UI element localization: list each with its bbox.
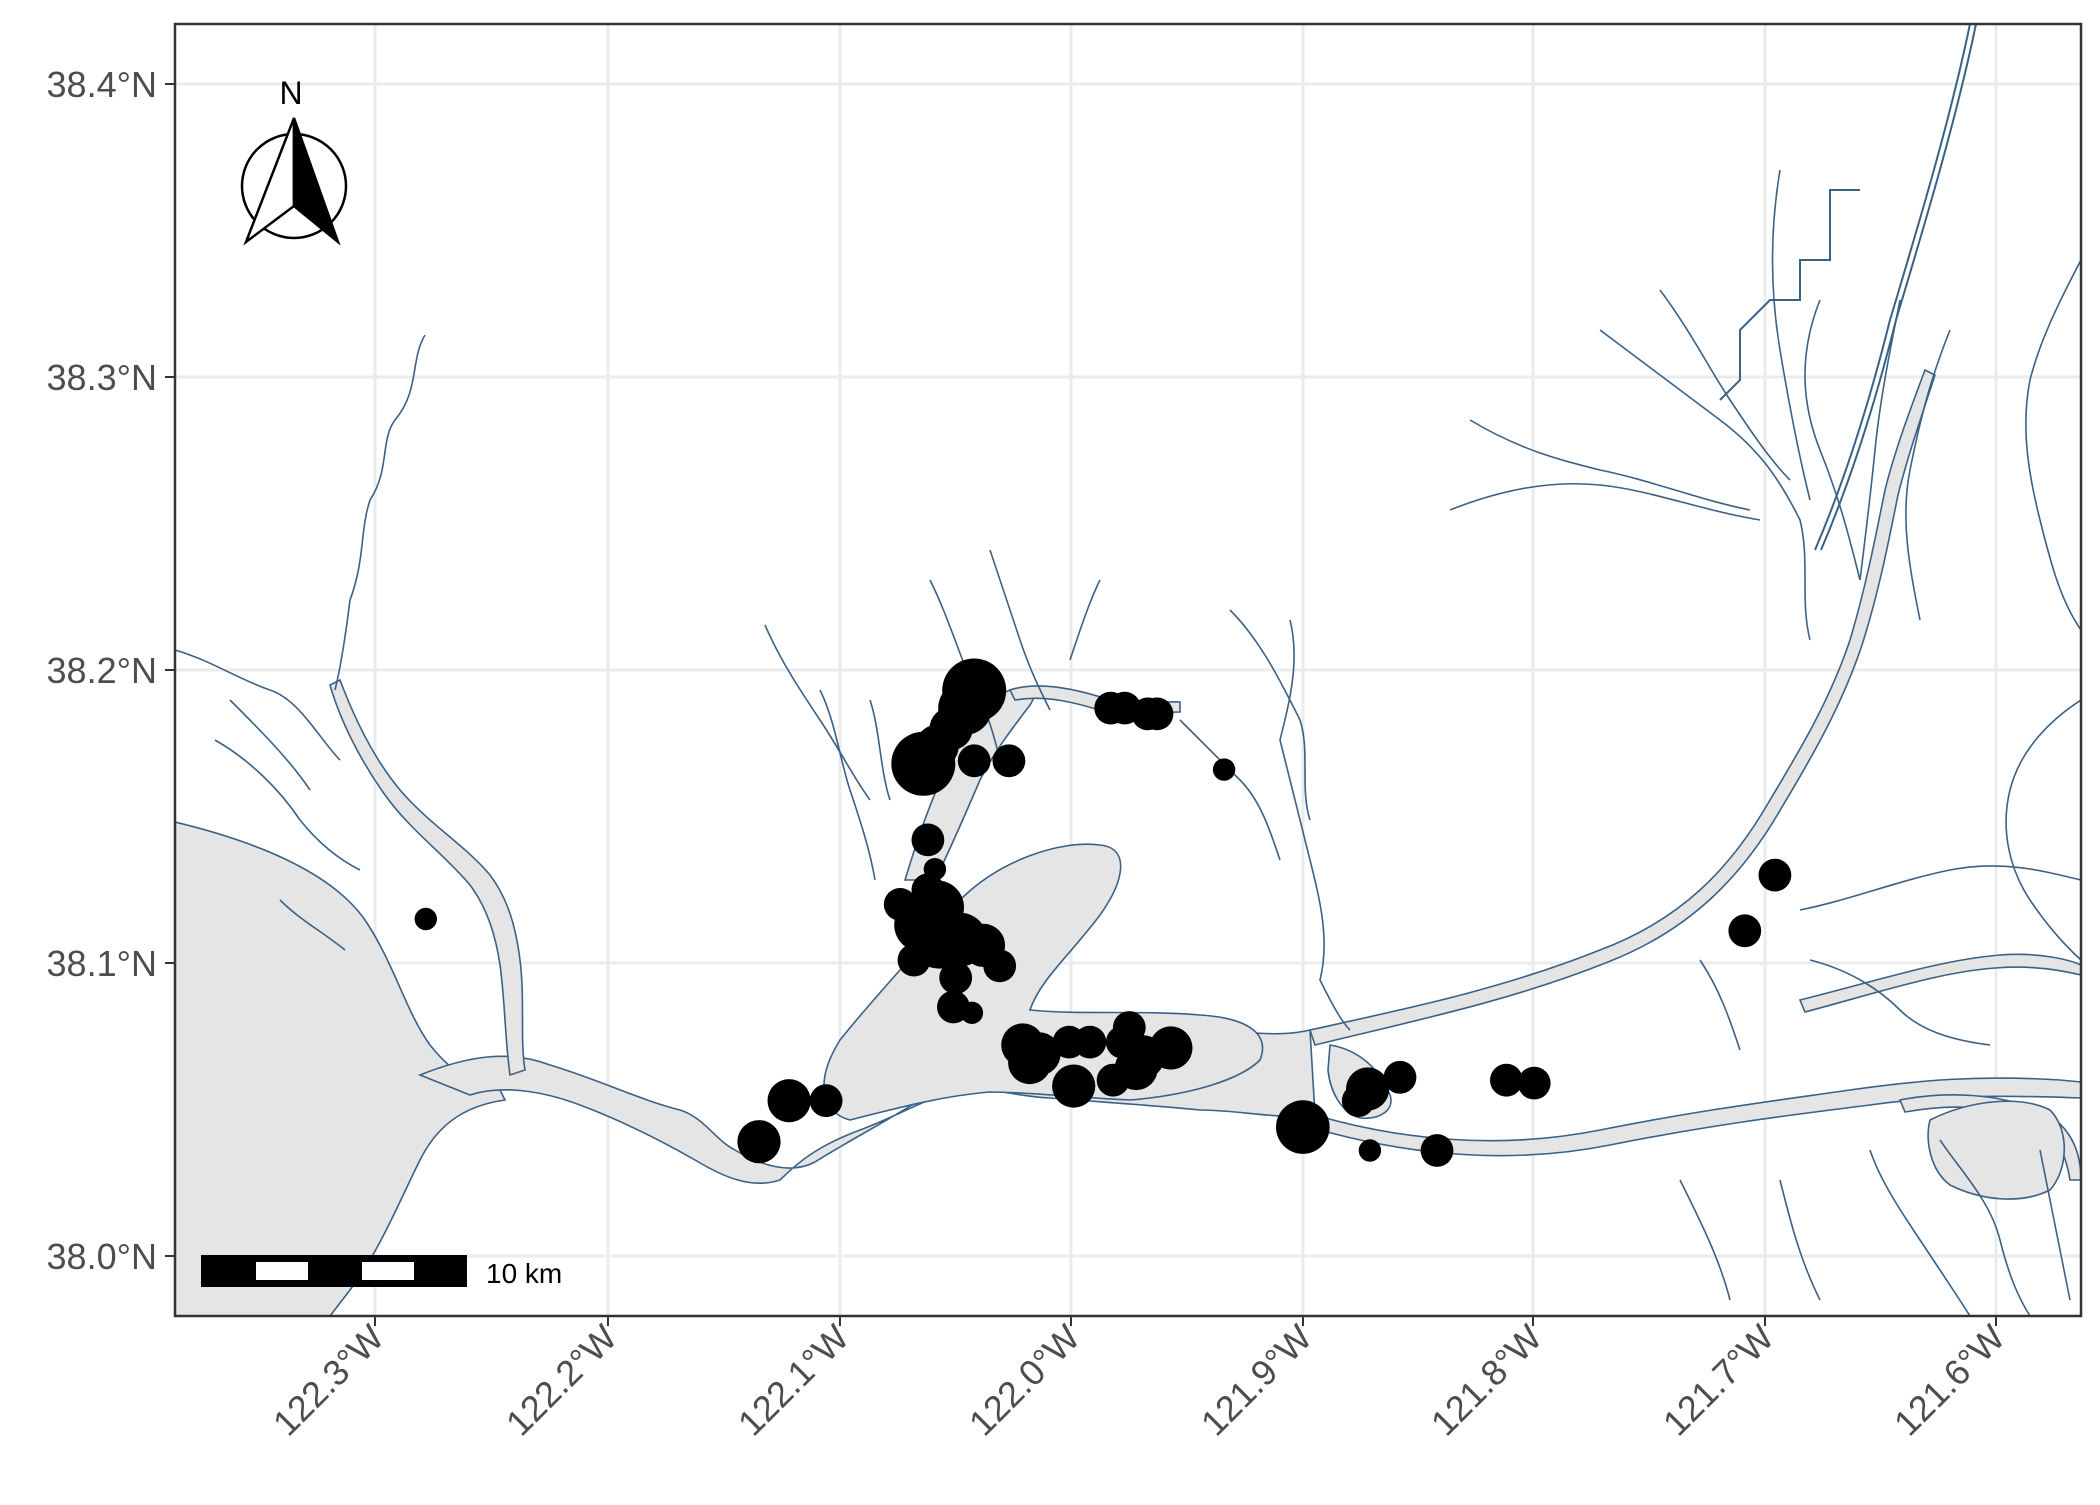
x-tick-label: 121.6°W — [1886, 1317, 2013, 1444]
y-tick-label: 38.1°N — [47, 943, 157, 984]
tributary-lines — [175, 169, 2081, 1316]
observation-point — [1490, 1063, 1523, 1097]
observation-point — [1276, 1100, 1330, 1154]
north-arrow-right-half — [292, 117, 341, 246]
observation-point — [1758, 858, 1792, 892]
x-tick-label: 122.0°W — [961, 1317, 1088, 1444]
x-tick-label: 122.3°W — [265, 1317, 392, 1444]
scale-bar-white-segment — [362, 1262, 414, 1280]
gridlines — [175, 24, 2081, 1316]
y-tick-label: 38.3°N — [47, 357, 157, 398]
observation-point — [809, 1084, 843, 1118]
y-tick-label: 38.4°N — [47, 64, 157, 105]
observation-point — [414, 907, 437, 931]
north-arrow: N — [240, 75, 348, 246]
north-arrow-label: N — [279, 75, 302, 111]
observation-point — [1140, 697, 1174, 731]
observation-point — [1420, 1134, 1454, 1167]
delta-channel-a — [1798, 953, 2081, 1013]
aqueduct-lines — [1719, 24, 1977, 551]
frank-tract — [1927, 1100, 2066, 1200]
scale-bar-label: 10 km — [486, 1258, 562, 1289]
observation-point — [911, 823, 945, 857]
y-tick-label: 38.2°N — [47, 650, 157, 691]
observation-point — [1341, 1084, 1375, 1118]
observation-point — [939, 961, 973, 995]
scale-bar-base — [201, 1255, 467, 1287]
observation-point — [1008, 1041, 1052, 1085]
observation-point — [737, 1120, 781, 1164]
scale-bar: 10 km — [201, 1255, 562, 1289]
observation-point — [957, 744, 991, 778]
y-axis: 38.0°N 38.1°N 38.2°N 38.3°N 38.4°N — [47, 64, 175, 1277]
observation-point — [1149, 1026, 1193, 1070]
sacramento-river — [1308, 368, 1936, 1046]
observation-point — [1212, 758, 1236, 781]
scale-bar-white-segment — [256, 1262, 308, 1280]
observation-point — [1517, 1066, 1551, 1100]
y-tick-label: 38.0°N — [47, 1236, 157, 1277]
observation-point — [1052, 1064, 1096, 1108]
observation-point — [897, 943, 931, 977]
observation-point — [1112, 1011, 1146, 1044]
napa-river — [329, 678, 526, 1077]
x-tick-label: 121.9°W — [1193, 1317, 1320, 1444]
observation-point — [983, 949, 1017, 983]
observation-point — [1728, 914, 1762, 948]
observation-point — [1383, 1060, 1417, 1094]
observation-point — [960, 1001, 984, 1024]
x-tick-label: 122.1°W — [730, 1317, 857, 1444]
x-tick-label: 121.7°W — [1655, 1317, 1782, 1444]
observation-point — [1358, 1139, 1382, 1162]
observation-point — [891, 731, 956, 796]
observation-points — [414, 658, 1792, 1167]
x-axis: 122.3°W 122.2°W 122.1°W 122.0°W 121.9°W … — [265, 1316, 2013, 1444]
x-tick-label: 121.8°W — [1423, 1317, 1550, 1444]
observation-point — [992, 744, 1026, 778]
observation-point — [1073, 1025, 1107, 1059]
x-tick-label: 122.2°W — [498, 1317, 625, 1444]
san-joaquin-river — [1313, 1077, 2081, 1157]
observation-point — [767, 1079, 811, 1123]
observation-point — [1096, 1063, 1130, 1097]
